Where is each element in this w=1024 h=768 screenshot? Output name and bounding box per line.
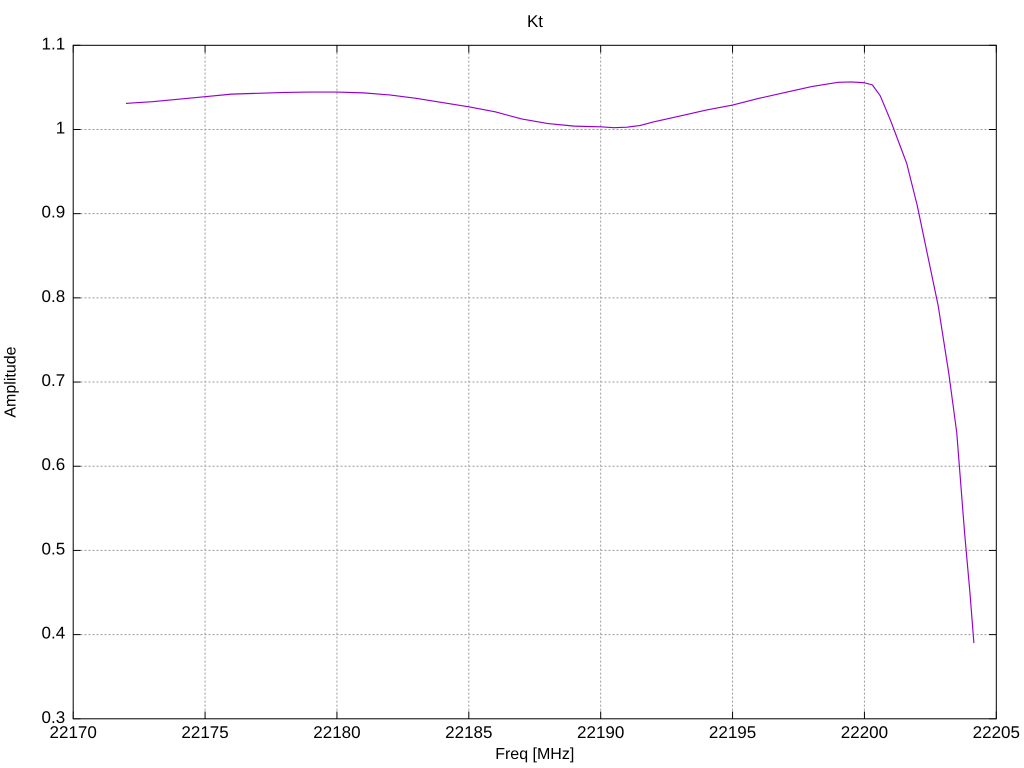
svg-text:22180: 22180 bbox=[313, 723, 360, 742]
svg-text:0.4: 0.4 bbox=[42, 624, 66, 643]
svg-text:Amplitude: Amplitude bbox=[3, 346, 20, 417]
svg-text:0.5: 0.5 bbox=[42, 539, 66, 558]
svg-text:1.1: 1.1 bbox=[42, 34, 66, 53]
svg-text:0.7: 0.7 bbox=[42, 371, 66, 390]
svg-text:Kt: Kt bbox=[527, 12, 543, 31]
svg-text:22175: 22175 bbox=[181, 723, 228, 742]
svg-text:22190: 22190 bbox=[577, 723, 624, 742]
svg-text:0.3: 0.3 bbox=[42, 708, 66, 727]
svg-text:22195: 22195 bbox=[709, 723, 756, 742]
svg-text:0.9: 0.9 bbox=[42, 203, 66, 222]
svg-text:0.6: 0.6 bbox=[42, 455, 66, 474]
svg-text:22200: 22200 bbox=[841, 723, 888, 742]
svg-text:22205: 22205 bbox=[973, 723, 1020, 742]
svg-text:0.8: 0.8 bbox=[42, 287, 66, 306]
svg-text:22185: 22185 bbox=[445, 723, 492, 742]
svg-text:Freq [MHz]: Freq [MHz] bbox=[495, 746, 574, 763]
svg-text:1: 1 bbox=[56, 118, 65, 137]
